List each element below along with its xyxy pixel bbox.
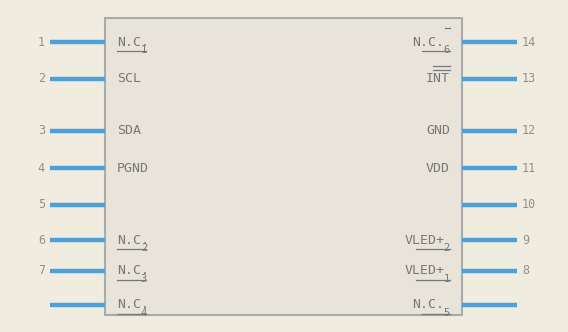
Text: 12: 12 (522, 124, 536, 137)
Text: SDA: SDA (117, 124, 141, 137)
Text: 4: 4 (141, 308, 147, 318)
Text: 5: 5 (38, 199, 45, 211)
Text: SCL: SCL (117, 72, 141, 86)
Text: 6: 6 (38, 233, 45, 246)
Text: INT: INT (426, 72, 450, 86)
Bar (105, 18, 462, 315)
Text: 2: 2 (444, 243, 450, 253)
Text: N.C.: N.C. (412, 36, 445, 48)
Text: 10: 10 (522, 199, 536, 211)
Text: 5: 5 (444, 308, 450, 318)
Text: N.C.: N.C. (117, 233, 149, 246)
Text: VLED+: VLED+ (404, 233, 445, 246)
Text: 8: 8 (522, 265, 529, 278)
Text: 6: 6 (444, 45, 450, 55)
Text: 4: 4 (38, 161, 45, 175)
Text: N.C.: N.C. (117, 265, 149, 278)
Text: 1: 1 (444, 274, 450, 284)
Text: VDD: VDD (426, 161, 450, 175)
Text: 7: 7 (38, 265, 45, 278)
Text: 2: 2 (38, 72, 45, 86)
Text: PGND: PGND (117, 161, 149, 175)
Text: N.C.: N.C. (412, 298, 445, 311)
Text: 14: 14 (522, 36, 536, 48)
Text: 3: 3 (38, 124, 45, 137)
Text: 11: 11 (522, 161, 536, 175)
Text: 2: 2 (141, 243, 147, 253)
Text: N.C.: N.C. (117, 36, 149, 48)
Text: 13: 13 (522, 72, 536, 86)
Text: GND: GND (426, 124, 450, 137)
Text: N.C.: N.C. (117, 298, 149, 311)
Text: 1: 1 (141, 45, 147, 55)
Text: VLED+: VLED+ (404, 265, 445, 278)
Text: 1: 1 (38, 36, 45, 48)
Text: 3: 3 (141, 274, 147, 284)
Text: 9: 9 (522, 233, 529, 246)
